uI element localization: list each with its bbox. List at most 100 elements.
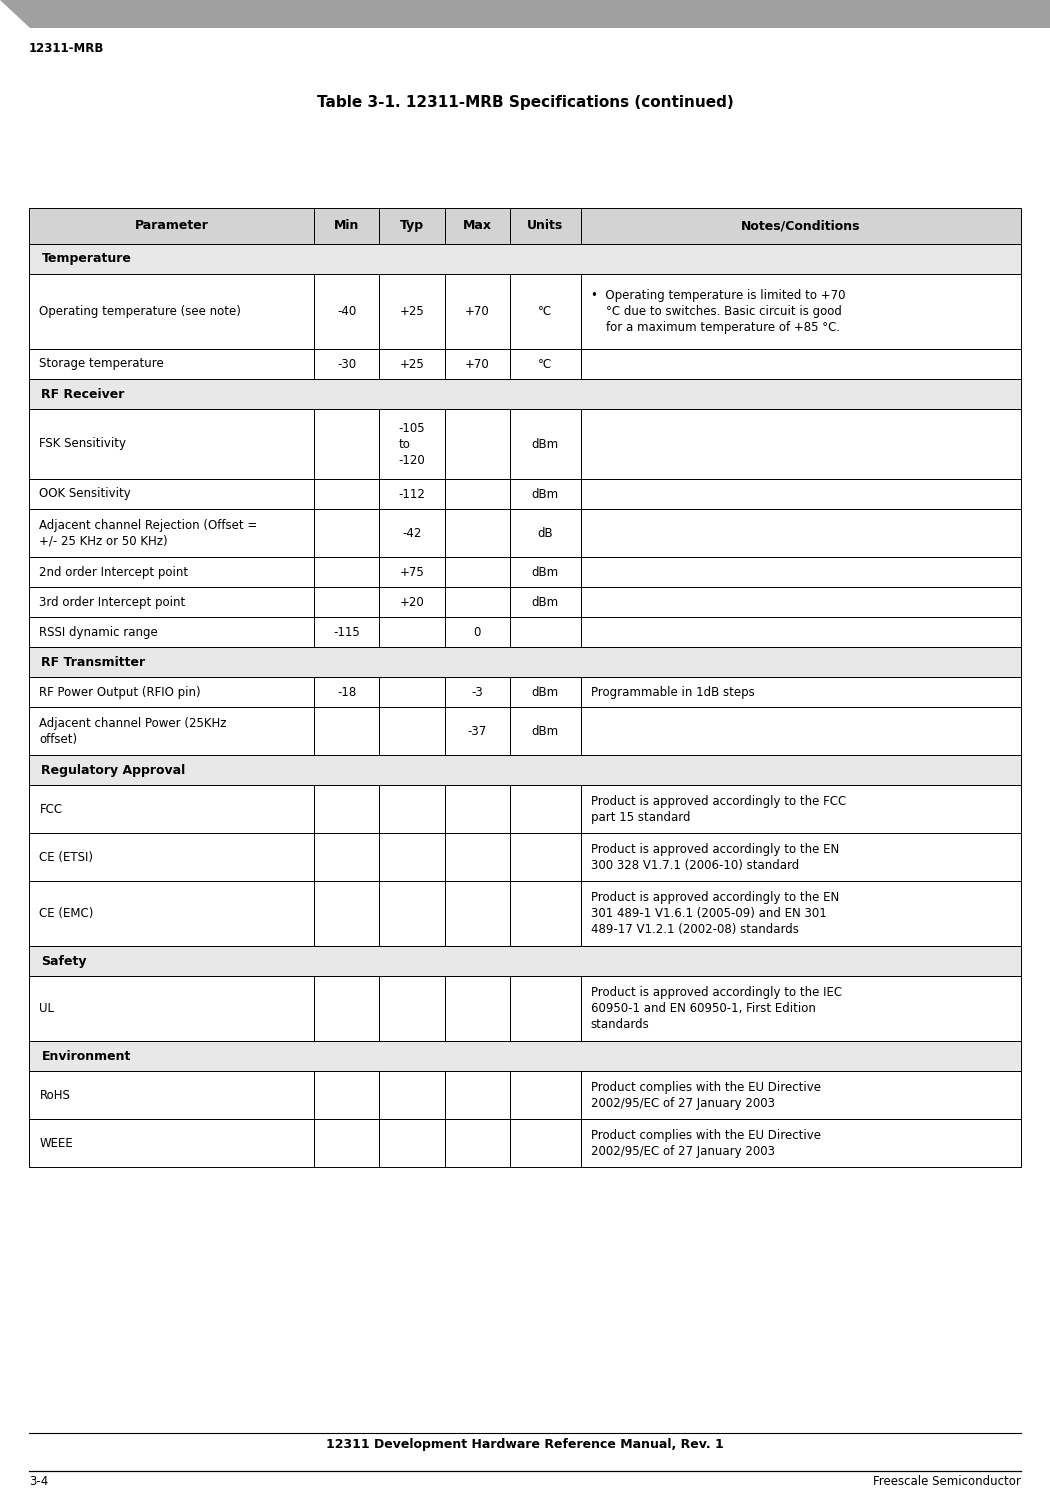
Text: -112: -112 (399, 488, 425, 500)
Bar (379, 275, 445, 349)
Text: Parameter: Parameter (134, 219, 209, 233)
Text: Regulatory Approval: Regulatory Approval (41, 763, 186, 776)
Bar (445, 409, 510, 479)
Bar (29, 1070, 314, 1118)
Bar (29, 755, 1021, 785)
Text: RF Receiver: RF Receiver (41, 388, 125, 400)
Text: +20: +20 (400, 596, 424, 609)
Text: dBm: dBm (531, 488, 559, 500)
Bar (29, 409, 314, 479)
Text: Product is approved accordingly to the EN
300 328 V1.7.1 (2006-10) standard: Product is approved accordingly to the E… (590, 842, 839, 872)
Bar (445, 479, 510, 509)
Bar (581, 509, 1021, 557)
Bar (379, 785, 445, 833)
Bar (379, 976, 445, 1041)
Bar (29, 1118, 314, 1168)
Text: WEEE: WEEE (40, 1136, 74, 1150)
Bar (29, 349, 314, 379)
Bar (379, 208, 445, 243)
Bar (314, 409, 379, 479)
Bar (445, 617, 510, 646)
Bar (445, 208, 510, 243)
Bar (510, 617, 581, 646)
Text: dBm: dBm (531, 685, 559, 699)
Text: dBm: dBm (531, 566, 559, 578)
Bar (29, 976, 314, 1041)
Text: CE (ETSI): CE (ETSI) (40, 851, 93, 863)
Bar (510, 557, 581, 587)
Bar (510, 976, 581, 1041)
Bar (445, 1070, 510, 1118)
Text: Units: Units (527, 219, 564, 233)
Text: Product is approved accordingly to the IEC
60950-1 and EN 60950-1, First Edition: Product is approved accordingly to the I… (590, 985, 842, 1032)
Bar (445, 587, 510, 617)
Bar (510, 785, 581, 833)
Bar (510, 1070, 581, 1118)
Text: RSSI dynamic range: RSSI dynamic range (40, 626, 159, 639)
Bar (379, 479, 445, 509)
Text: -3: -3 (471, 685, 483, 699)
Bar (445, 1118, 510, 1168)
Text: OOK Sensitivity: OOK Sensitivity (40, 488, 131, 500)
Text: 3-4: 3-4 (29, 1475, 48, 1489)
Bar (581, 708, 1021, 755)
Bar (29, 1041, 1021, 1070)
Text: Product complies with the EU Directive
2002/95/EC of 27 January 2003: Product complies with the EU Directive 2… (590, 1129, 820, 1157)
Text: 2nd order Intercept point: 2nd order Intercept point (40, 566, 189, 578)
Text: -105
to
-120: -105 to -120 (399, 421, 425, 466)
Text: 12311 Development Hardware Reference Manual, Rev. 1: 12311 Development Hardware Reference Man… (327, 1438, 723, 1451)
Bar (510, 509, 581, 557)
Bar (314, 479, 379, 509)
Text: UL: UL (40, 1002, 55, 1015)
Text: Operating temperature (see note): Operating temperature (see note) (40, 305, 242, 318)
Bar (379, 349, 445, 379)
Text: °C: °C (539, 357, 552, 370)
Text: 3rd order Intercept point: 3rd order Intercept point (40, 596, 186, 609)
Bar (510, 208, 581, 243)
Bar (379, 708, 445, 755)
Bar (314, 708, 379, 755)
Bar (445, 557, 510, 587)
Bar (581, 785, 1021, 833)
Bar (445, 275, 510, 349)
Bar (510, 587, 581, 617)
Bar (581, 976, 1021, 1041)
Bar (581, 409, 1021, 479)
Bar (29, 557, 314, 587)
Bar (314, 1118, 379, 1168)
Bar (445, 676, 510, 708)
Bar (29, 947, 1021, 976)
Bar (29, 587, 314, 617)
Text: -42: -42 (402, 527, 422, 539)
Bar (445, 509, 510, 557)
Bar (314, 349, 379, 379)
Bar (379, 409, 445, 479)
Bar (29, 379, 1021, 409)
Bar (314, 833, 379, 881)
Text: Product is approved accordingly to the FCC
part 15 standard: Product is approved accordingly to the F… (590, 794, 845, 824)
Text: Adjacent channel Rejection (Offset =
+/- 25 KHz or 50 KHz): Adjacent channel Rejection (Offset = +/-… (40, 518, 257, 548)
Bar (29, 881, 314, 947)
Text: -40: -40 (337, 305, 356, 318)
Bar (581, 676, 1021, 708)
Text: RF Transmitter: RF Transmitter (41, 655, 146, 669)
Bar (581, 275, 1021, 349)
Text: Safety: Safety (41, 954, 87, 967)
Bar (581, 349, 1021, 379)
Text: Programmable in 1dB steps: Programmable in 1dB steps (590, 685, 754, 699)
Bar (379, 1070, 445, 1118)
Bar (510, 881, 581, 947)
Text: °C: °C (539, 305, 552, 318)
Bar (29, 676, 314, 708)
Text: Temperature: Temperature (41, 252, 131, 266)
Text: Min: Min (334, 219, 359, 233)
Text: Max: Max (463, 219, 491, 233)
Bar (314, 1070, 379, 1118)
Bar (29, 479, 314, 509)
Bar (510, 1118, 581, 1168)
Bar (29, 833, 314, 881)
Bar (510, 833, 581, 881)
Text: •  Operating temperature is limited to +70
    °C due to switches. Basic circuit: • Operating temperature is limited to +7… (590, 290, 845, 334)
Bar (581, 833, 1021, 881)
Bar (581, 1118, 1021, 1168)
